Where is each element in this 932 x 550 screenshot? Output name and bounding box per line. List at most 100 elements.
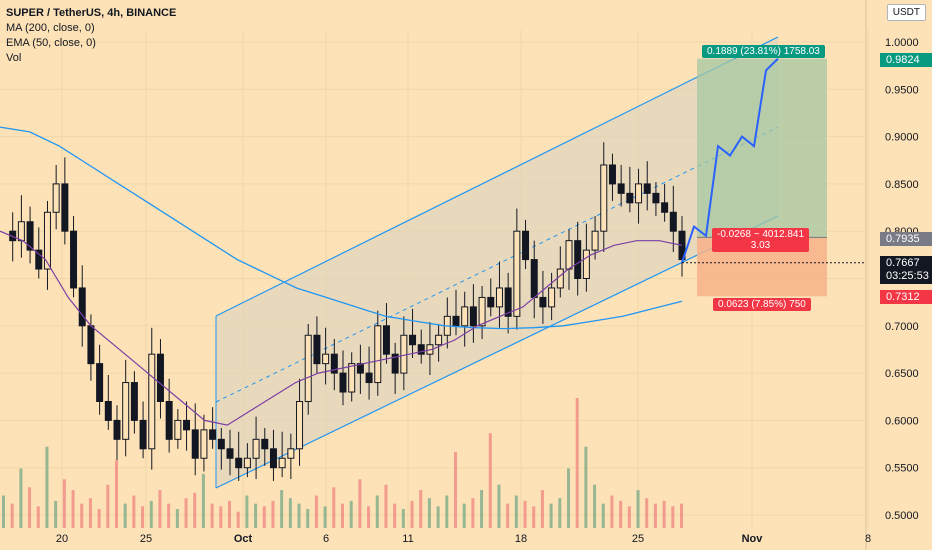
volume-bar xyxy=(497,484,501,528)
volume-bar xyxy=(88,498,92,528)
volume-bar xyxy=(627,506,631,528)
volume-bar xyxy=(558,498,562,528)
y-tick-label: 0.6000 xyxy=(885,415,919,427)
currency-badge[interactable]: USDT xyxy=(886,4,926,21)
candle-body xyxy=(365,372,373,384)
volume-bar xyxy=(358,479,362,528)
candle-body xyxy=(556,268,564,289)
volume-bar xyxy=(567,468,570,528)
candle-body xyxy=(148,353,156,450)
volume-indicator-label[interactable]: Vol xyxy=(6,52,22,64)
y-tick-label: 0.9500 xyxy=(885,84,919,96)
candle-body xyxy=(330,353,338,374)
volume-bar xyxy=(445,495,449,528)
channel-lower-line[interactable] xyxy=(215,215,779,489)
volume-bar xyxy=(288,498,292,528)
candle-body xyxy=(495,287,503,308)
volume-bar xyxy=(184,498,188,528)
candle-body xyxy=(70,230,78,289)
candle-body xyxy=(452,315,460,327)
volume-bar xyxy=(97,509,101,528)
volume-bar xyxy=(584,446,588,528)
volume-bar xyxy=(619,500,623,528)
volume-bar xyxy=(601,503,605,528)
volume-bar xyxy=(462,503,466,528)
volume-bar xyxy=(488,433,492,528)
volume-bar xyxy=(2,495,5,528)
candle-body xyxy=(513,230,521,317)
x-tick-label: Oct xyxy=(234,533,253,545)
candle-body xyxy=(600,164,608,232)
volume-bar xyxy=(45,446,49,528)
volume-bar xyxy=(549,503,553,528)
volume-bar xyxy=(106,484,110,528)
volume-bar xyxy=(680,503,683,528)
target-price-label: 0.9824 xyxy=(880,53,932,67)
volume-bar xyxy=(427,498,431,528)
volume-bar xyxy=(367,506,371,528)
y-tick-label: 0.5500 xyxy=(885,463,919,475)
volume-bar xyxy=(71,490,75,528)
ema-indicator-label[interactable]: EMA (50, close, 0) xyxy=(6,37,96,49)
candle-body xyxy=(26,221,34,251)
current-price-label: 0.7667 03:25:53 xyxy=(880,256,932,284)
ema50-line[interactable] xyxy=(0,230,683,426)
candle-body xyxy=(548,287,556,308)
volume-bar xyxy=(662,500,666,528)
candle-body xyxy=(339,372,347,393)
candle-body xyxy=(43,211,51,270)
volume-bar xyxy=(297,503,301,528)
candle-body xyxy=(313,334,321,365)
volume-bar xyxy=(80,503,84,528)
volume-bar xyxy=(306,509,310,528)
volume-bar xyxy=(332,487,336,528)
volume-bar xyxy=(245,495,249,528)
volume-bar xyxy=(54,500,58,528)
channel-mid-line[interactable] xyxy=(215,126,779,403)
candle-body xyxy=(400,334,408,374)
candle-body xyxy=(87,325,95,365)
candle-body xyxy=(17,221,25,242)
stop-info-tag: 0.0623 (7.85%) 750 xyxy=(713,298,811,311)
volume-bar xyxy=(636,490,640,528)
symbol-title[interactable]: SUPER / TetherUS, 4h, BINANCE xyxy=(6,7,177,19)
volume-bar xyxy=(123,503,127,528)
candle-body xyxy=(652,192,660,204)
candle-body xyxy=(435,334,443,346)
candle-body xyxy=(191,429,199,459)
candle-body xyxy=(235,457,243,469)
profit-zone[interactable] xyxy=(697,58,827,238)
stop-price-label: 0.7312 xyxy=(880,290,932,304)
volume-bar xyxy=(384,484,388,528)
candle-body xyxy=(582,249,590,279)
volume-bar xyxy=(236,511,240,528)
projection-path[interactable] xyxy=(681,57,779,264)
ma-indicator-label[interactable]: MA (200, close, 0) xyxy=(6,22,95,34)
candle-body xyxy=(626,192,634,204)
volume-bar xyxy=(341,503,344,528)
x-tick-label: Nov xyxy=(742,533,764,545)
volume-bar xyxy=(506,503,510,528)
volume-bar xyxy=(419,490,423,528)
candle-body xyxy=(530,259,538,298)
candle-body xyxy=(261,438,269,450)
volume-bar xyxy=(271,500,275,528)
bar-countdown: 03:25:53 xyxy=(886,270,929,282)
candle-body xyxy=(35,249,43,270)
volume-bar xyxy=(19,468,23,528)
channel-upper-line[interactable] xyxy=(215,36,779,317)
candle-body xyxy=(165,400,173,440)
volume-bar xyxy=(228,500,231,528)
volume-bar xyxy=(36,506,40,528)
ma200-line[interactable] xyxy=(0,126,683,330)
volume-bar xyxy=(471,498,475,528)
x-tick-label: 20 xyxy=(56,533,68,545)
volume-bar xyxy=(193,492,197,528)
volume-bar xyxy=(167,503,171,528)
volume-bar xyxy=(653,503,657,528)
candle-body xyxy=(252,438,260,459)
x-tick-label: 18 xyxy=(515,533,527,545)
candle-body xyxy=(356,363,364,374)
